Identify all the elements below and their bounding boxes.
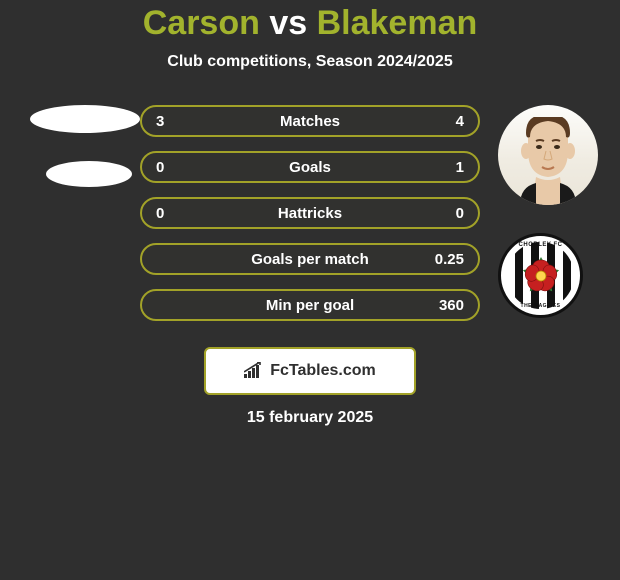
stat-name: Min per goal (206, 297, 414, 314)
stat-right-value: 0 (414, 205, 464, 222)
badge-text-bottom: THE MAGPIES (501, 303, 580, 309)
stat-right-value: 4 (414, 113, 464, 130)
stat-right-value: 0.25 (414, 251, 464, 268)
branding-text: FcTables.com (270, 362, 376, 380)
date-label: 15 february 2025 (0, 409, 620, 427)
placeholder-ellipse (46, 161, 132, 187)
stat-name: Goals (206, 159, 414, 176)
rose-icon (520, 255, 562, 297)
stat-left-value: 0 (156, 205, 206, 222)
stat-name: Goals per match (206, 251, 414, 268)
right-avatars: CHORLEY FC (498, 105, 598, 318)
placeholder-ellipse (30, 105, 140, 133)
stat-row: Min per goal 360 (140, 289, 480, 321)
stat-row: 0 Goals 1 (140, 151, 480, 183)
bar-chart-icon (244, 362, 264, 380)
stat-name: Matches (206, 113, 414, 130)
stat-left-value: 3 (156, 113, 206, 130)
player-avatar (498, 105, 598, 205)
club-badge: CHORLEY FC (498, 233, 583, 318)
branding-link[interactable]: FcTables.com (204, 347, 416, 395)
stat-row: 3 Matches 4 (140, 105, 480, 137)
stat-right-value: 1 (414, 159, 464, 176)
badge-text-top: CHORLEY FC (501, 242, 580, 248)
title-player-left: Carson (143, 4, 260, 42)
face-icon (508, 117, 588, 205)
stats-list: 3 Matches 4 0 Goals 1 0 Hattricks 0 Goal… (140, 105, 480, 335)
stat-name: Hattricks (206, 205, 414, 222)
subtitle: Club competitions, Season 2024/2025 (0, 53, 620, 71)
stat-row: 0 Hattricks 0 (140, 197, 480, 229)
title-player-right: Blakeman (317, 4, 478, 42)
comparison-panel: CHORLEY FC (0, 105, 620, 335)
title-vs: vs (269, 4, 307, 42)
stat-left-value: 0 (156, 159, 206, 176)
stat-row: Goals per match 0.25 (140, 243, 480, 275)
stat-right-value: 360 (414, 297, 464, 314)
page-title: Carson vs Blakeman (0, 4, 620, 43)
